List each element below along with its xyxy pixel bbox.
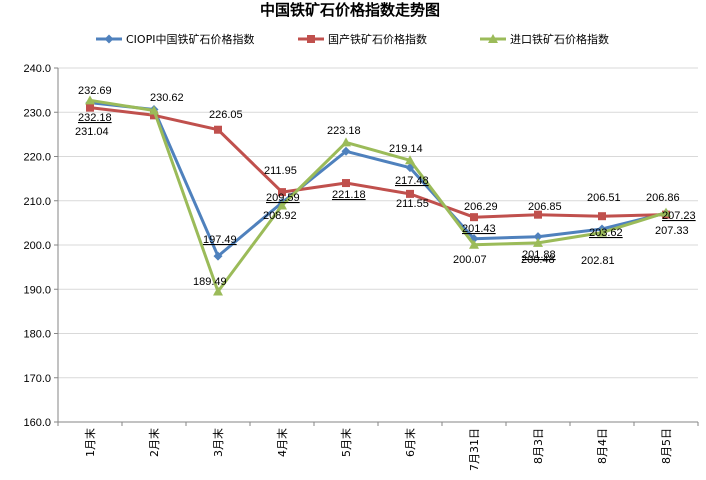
x-tick-label: 4月末	[275, 428, 289, 457]
x-tick-label: 8月4日	[596, 428, 609, 464]
series-line	[89, 106, 667, 219]
gridlines	[58, 67, 698, 423]
data-label: 232.18	[78, 112, 112, 124]
data-label: 206.29	[464, 201, 498, 213]
data-label: 219.14	[389, 143, 423, 155]
data-label: 200.07	[453, 254, 487, 266]
data-label: 201.88	[522, 249, 556, 261]
data-label: 206.51	[587, 192, 621, 204]
data-point-square	[214, 125, 222, 134]
y-tick-label: 180.0	[23, 329, 51, 341]
y-tick-label: 200.0	[23, 240, 51, 252]
data-point-square	[406, 189, 414, 198]
y-tick-label: 220.0	[23, 152, 51, 164]
data-label: 223.18	[327, 125, 361, 137]
legend-label: 进口铁矿石价格指数	[510, 32, 609, 46]
data-label: 206.85	[528, 201, 562, 213]
data-label: 221.18	[332, 189, 366, 201]
data-point-diamond	[341, 146, 351, 156]
legend-item: 国产铁矿石价格指数	[298, 32, 427, 46]
series-line	[89, 98, 667, 293]
x-tick-label: 8月5日	[660, 428, 673, 464]
x-tick-label: 2月末	[147, 428, 161, 457]
legend: CIOPI中国铁矿石价格指数 国产铁矿石价格指数 进口铁矿石价格指数	[96, 32, 609, 46]
data-labels: 232.69 232.18 231.04 230.62 226.05 197.49 189.…	[75, 85, 696, 288]
data-label: 230.62	[150, 92, 184, 104]
data-point-square	[278, 188, 286, 197]
data-point-square	[342, 179, 350, 188]
data-point-diamond	[213, 251, 223, 261]
x-tick-label: 8月3日	[532, 428, 545, 464]
data-label: 209.59	[266, 192, 300, 204]
data-point-triangle	[597, 227, 607, 237]
data-point-square	[150, 111, 158, 120]
data-label: 201.43	[462, 223, 496, 235]
series-group	[85, 95, 671, 296]
legend-item: CIOPI中国铁矿石价格指数	[96, 32, 254, 46]
x-tick-label: 5月末	[339, 428, 353, 457]
data-label: 207.33	[655, 225, 689, 237]
data-label: 231.04	[75, 126, 109, 138]
data-label: 232.69	[78, 85, 112, 97]
data-point-square	[598, 212, 606, 221]
data-point-square	[534, 210, 542, 219]
data-label: 217.48	[395, 175, 429, 187]
data-point-triangle	[213, 286, 223, 296]
x-tick-label: 6月末	[403, 428, 417, 457]
legend-marker-triangle	[488, 34, 498, 43]
y-tick-label: 170.0	[23, 373, 51, 385]
data-point-square	[86, 103, 94, 112]
data-point-triangle	[533, 237, 543, 247]
data-point-triangle	[277, 200, 287, 210]
data-point-triangle	[341, 137, 351, 147]
y-tick-label: 240.0	[23, 63, 51, 75]
data-label: 206.86	[646, 192, 680, 204]
data-point-triangle	[405, 155, 415, 165]
data-point-triangle	[469, 239, 479, 249]
data-label: 211.55	[396, 198, 429, 210]
data-point-triangle	[85, 95, 95, 105]
x-tick-label: 7月31日	[468, 428, 481, 471]
data-label: 203.62	[589, 227, 623, 239]
legend-item: 进口铁矿石价格指数	[480, 32, 609, 46]
data-label: 226.05	[209, 109, 243, 121]
series-line	[89, 101, 667, 258]
data-point-square	[470, 213, 478, 222]
data-point-triangle	[661, 207, 671, 217]
data-label: 200.48	[521, 254, 555, 266]
chart-title: 中国铁矿石价格指数走势图	[260, 1, 440, 19]
data-label: 202.81	[581, 255, 615, 267]
y-tick-label: 230.0	[23, 107, 51, 119]
y-axis: 160.0 170.0 180.0 190.0 200.0 210.0 220.0 230.0…	[23, 63, 59, 429]
data-label: 207.23	[662, 210, 696, 222]
data-point-triangle	[149, 105, 159, 115]
data-label: 211.95	[264, 165, 297, 177]
legend-label: CIOPI中国铁矿石价格指数	[126, 32, 254, 46]
data-point-diamond	[533, 232, 543, 242]
x-tick-label: 3月末	[211, 428, 225, 457]
data-label: 189.49	[193, 276, 227, 288]
legend-marker-diamond	[104, 34, 114, 44]
y-tick-label: 210.0	[23, 196, 51, 208]
series-3	[85, 95, 671, 296]
x-tick-label: 1月末	[83, 428, 97, 457]
data-label: 197.49	[203, 234, 237, 246]
x-axis: 1月末 2月末 3月末 4月末 5月末 6月末 7月31日 8月3日 8月4日 8月5日	[57, 422, 699, 471]
y-tick-label: 190.0	[23, 284, 51, 296]
y-tick-label: 160.0	[23, 417, 51, 429]
legend-label: 国产铁矿石价格指数	[328, 32, 427, 46]
data-label: 208.92	[263, 210, 297, 222]
series-2	[86, 103, 670, 222]
legend-marker-square	[307, 35, 315, 43]
